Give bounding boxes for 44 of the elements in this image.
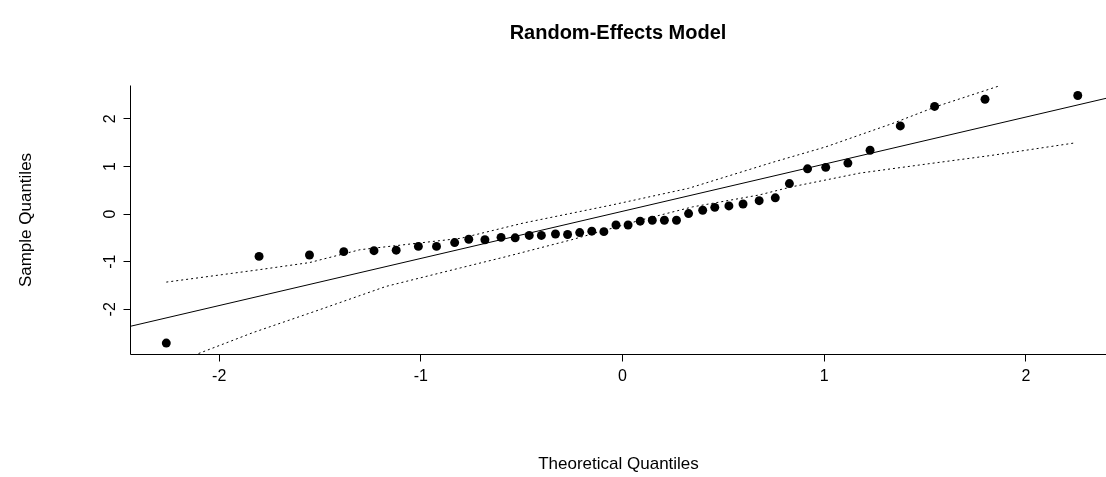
point — [1073, 91, 1083, 100]
point — [770, 193, 780, 203]
x-tick-label: -2 — [212, 366, 227, 384]
point — [339, 247, 349, 257]
y-tick-label: -2 — [100, 302, 118, 317]
x-axis-title: Theoretical Quantiles — [538, 453, 699, 473]
x-tick-label: -1 — [413, 366, 429, 384]
y-tick-label: 2 — [100, 114, 118, 124]
x-tick-label: 0 — [618, 366, 628, 384]
point — [710, 202, 720, 212]
chart-title: Random-Effects Model — [509, 21, 727, 43]
point — [432, 241, 441, 251]
point — [980, 94, 990, 104]
point — [575, 228, 585, 238]
x-tick-label: 2 — [1021, 366, 1031, 384]
point — [930, 101, 940, 111]
point — [843, 158, 853, 168]
y-tick-label: 0 — [100, 209, 118, 219]
point — [698, 205, 708, 215]
point — [413, 241, 423, 251]
point — [738, 199, 748, 209]
point — [563, 230, 573, 239]
point — [684, 209, 694, 219]
point — [659, 215, 669, 225]
point — [161, 338, 171, 348]
point — [305, 250, 314, 260]
line-series — [165, 85, 1000, 283]
point — [254, 251, 264, 261]
point — [754, 196, 764, 206]
point — [369, 246, 379, 256]
point — [672, 215, 681, 225]
point — [784, 179, 794, 189]
point — [635, 216, 645, 226]
y-axis-title: Sample Quantiles — [15, 152, 35, 288]
y-tick-label: -1 — [100, 254, 118, 269]
point — [464, 234, 474, 244]
point — [551, 229, 560, 239]
point — [391, 245, 401, 255]
point — [724, 201, 734, 211]
point — [536, 230, 546, 240]
point — [450, 238, 460, 248]
point — [895, 121, 905, 131]
y-tick-label: 1 — [100, 161, 118, 171]
x-tick-label: 1 — [819, 366, 829, 384]
